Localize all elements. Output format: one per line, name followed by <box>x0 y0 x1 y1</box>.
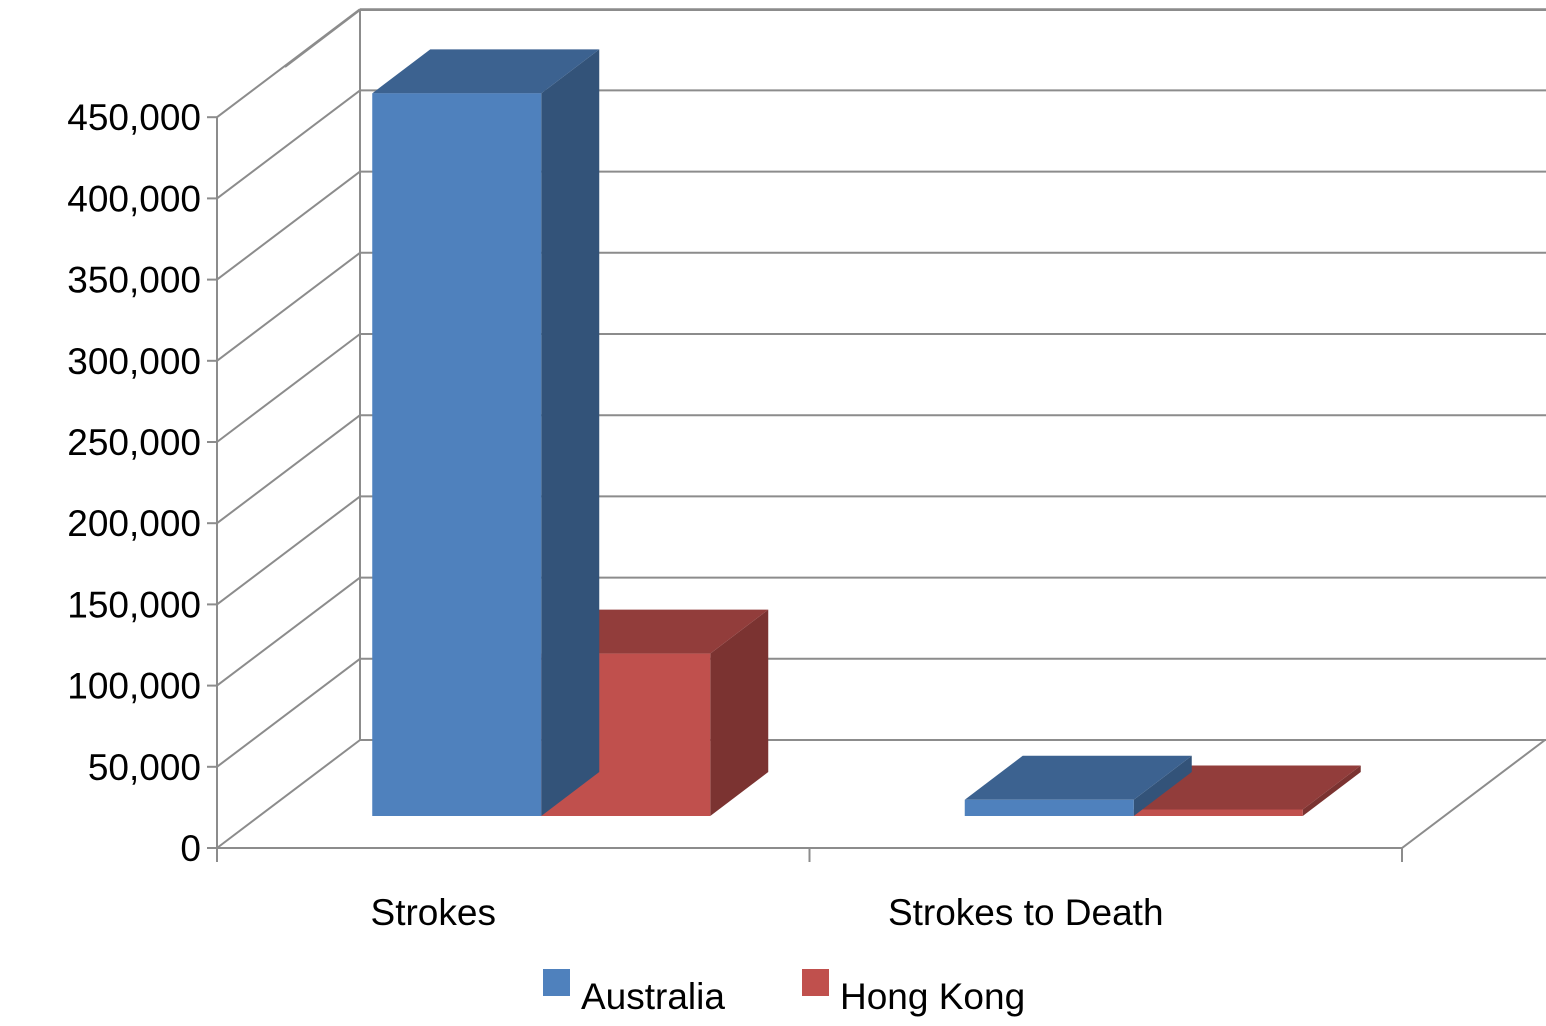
y-tick-label: 150,000 <box>67 584 201 625</box>
legend-swatch <box>802 969 829 996</box>
bar-front <box>964 799 1134 816</box>
y-tick-label: 250,000 <box>67 422 201 463</box>
bars <box>372 49 1361 816</box>
gridline-diagonal <box>216 658 361 768</box>
y-tick-label: 0 <box>180 828 201 869</box>
y-tick-label: 350,000 <box>67 260 201 301</box>
y-tick-label: 50,000 <box>88 747 201 788</box>
legend-swatch <box>543 969 570 996</box>
y-tick-label: 400,000 <box>67 178 201 219</box>
x-axis: Strokes Strokes to Death <box>216 848 1403 933</box>
legend-item: Hong Kong <box>802 969 1025 1017</box>
legend-item: Australia <box>543 969 725 1017</box>
gridline-diagonal <box>216 739 361 849</box>
bar-hong-kong <box>1133 765 1361 816</box>
y-tick-label: 450,000 <box>67 97 201 138</box>
bar-side <box>541 49 600 816</box>
bar-side <box>710 609 769 816</box>
legend: Australia Hong Kong <box>543 969 1025 1017</box>
gridline-diagonal <box>216 414 361 524</box>
gridline-diagonal <box>216 252 361 362</box>
bar-australia <box>372 49 600 816</box>
gridline-diagonal <box>284 9 361 68</box>
y-axis-ticks: 0 50,000 100,000 150,000 200,000 250,000 300,0… <box>67 97 217 869</box>
bar-front <box>1133 809 1303 816</box>
bar-top <box>964 755 1192 800</box>
bar-front <box>372 93 542 816</box>
y-tick-label: 100,000 <box>67 666 201 707</box>
bar-side <box>1302 765 1361 816</box>
x-category-label: Strokes <box>371 892 496 933</box>
x-category-label: Strokes to Death <box>888 892 1164 933</box>
gridline-diagonal <box>216 89 361 200</box>
bar-side <box>1133 755 1192 816</box>
legend-label: Australia <box>581 976 725 1017</box>
bar-top <box>1133 765 1361 810</box>
gridline-diagonal <box>216 495 361 606</box>
gridline-diagonal <box>216 333 361 443</box>
gridline-diagonal <box>216 576 361 687</box>
legend-label: Hong Kong <box>840 976 1025 1017</box>
y-tick-label: 200,000 <box>67 503 201 544</box>
y-tick-label: 300,000 <box>67 341 201 382</box>
bar-top <box>372 49 600 94</box>
bar-australia <box>964 755 1192 816</box>
gridline-diagonal <box>216 170 361 281</box>
